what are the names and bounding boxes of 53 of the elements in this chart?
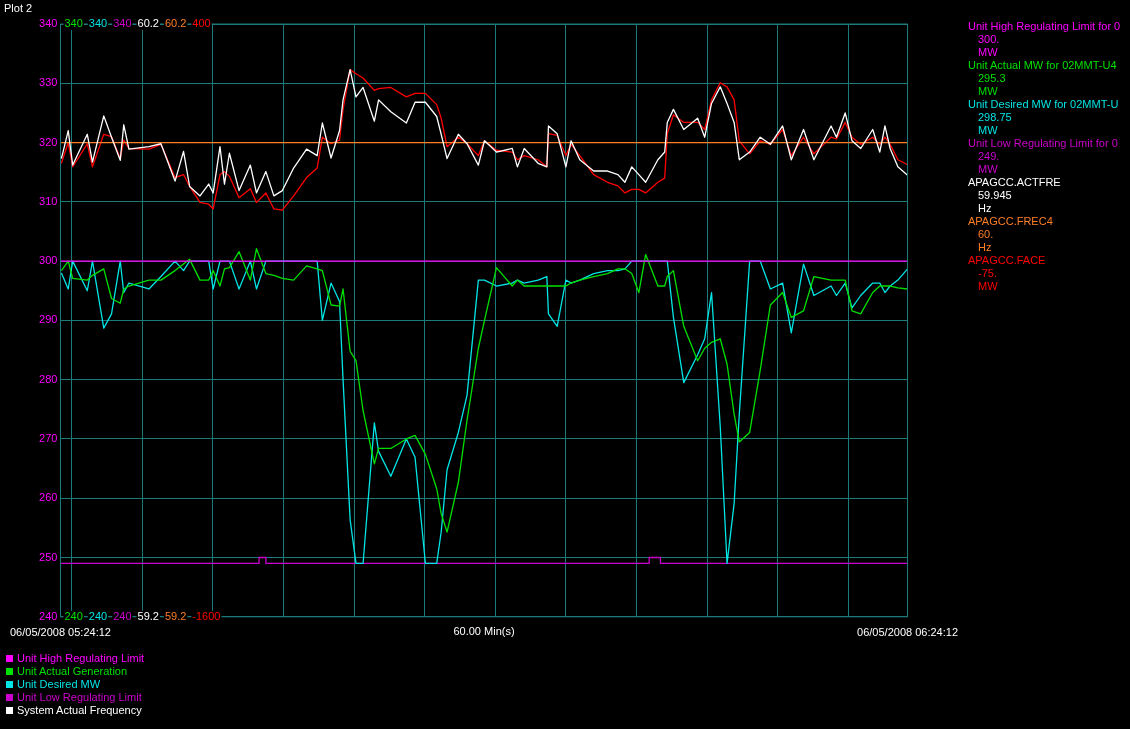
text: MW [977,85,999,98]
chart-title: Plot 2 [4,2,33,14]
y-tick-label: 330 [39,76,58,89]
text: Hz [977,241,993,254]
x-tick-label: 06/05/2008 06:24:12 [857,626,958,639]
text: 60. [977,228,995,241]
annotation: 240 [113,609,132,622]
y-tick-label: 290 [39,313,58,326]
text: 300. [977,33,1001,46]
y-tick-label: 260 [39,491,58,504]
text: APAGCC.FREC4 [968,215,1054,228]
annotation: 240 [64,609,83,622]
y2-tick-label: 60.2 [137,17,159,30]
y-tick-label: 340 [39,17,58,30]
y-tick-label: 280 [39,372,58,385]
text: -75. [977,267,998,280]
text: 249. [977,150,1001,163]
text: MW [977,46,999,59]
text: MW [977,280,999,293]
legend-label: Unit Low Regulating Limit [17,691,142,704]
y3-tick-label: 400 [192,17,211,30]
annotation: 340 [64,17,83,30]
annotation: 340 [113,17,132,30]
text: MW [977,124,999,137]
text: MW [977,163,999,176]
legend-label: System Actual Frequency [17,704,142,717]
text: Unit Low Regulating Limit for 0 [968,137,1119,150]
x-axis-title: 60.00 Min(s) [453,625,515,638]
y2-tick-label: 59.2 [137,609,159,622]
text: 295.3 [977,72,1007,85]
y-tick-label: 300 [39,254,58,267]
text: Unit Desired MW for 02MMT-U [968,98,1120,111]
y-tick-label: 270 [39,431,58,444]
y-tick-label: 320 [39,135,58,148]
text: Unit High Regulating Limit for 0 [968,20,1122,33]
text: 298.75 [977,111,1013,124]
y-tick-label: 250 [39,550,58,563]
annotation: 59.2 [164,609,187,622]
text: Hz [977,202,993,215]
annotation: 60.2 [164,17,187,30]
legend-label: Unit High Regulating Limit [17,652,145,665]
legend-label: Unit Actual Generation [17,665,128,678]
annotation: 340 [88,17,108,30]
annotation: 240 [88,609,108,622]
text: APAGCC.FACE [968,254,1047,267]
legend-label: Unit Desired MW [17,678,101,691]
y3-tick-label: -1600 [192,609,221,622]
text: Unit Actual MW for 02MMT-U4 [968,59,1118,72]
y-tick-label: 310 [39,194,58,207]
y-tick-label: 240 [39,609,58,622]
text: 59.945 [977,189,1013,202]
x-tick-label: 06/05/2008 05:24:12 [10,626,111,639]
text: APAGCC.ACTFRE [968,176,1062,189]
